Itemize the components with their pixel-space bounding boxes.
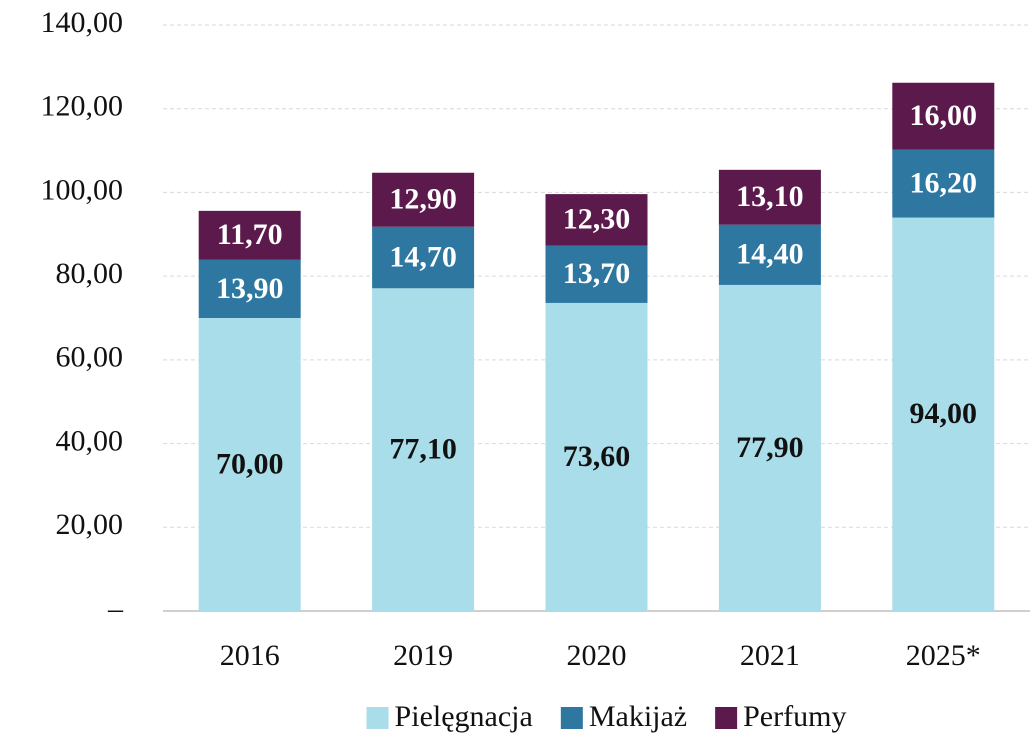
- y-tick-label: 120,00: [41, 90, 124, 123]
- x-tick-label: 2016: [220, 639, 280, 672]
- value-label: 73,60: [563, 440, 631, 473]
- x-tick-label: 2020: [567, 639, 627, 672]
- value-label: 14,40: [736, 238, 804, 271]
- y-tick-label: 140,00: [41, 6, 124, 39]
- legend-swatch: [560, 707, 583, 729]
- bar-segment: [892, 82, 995, 150]
- legend-label: Pielęgnacja: [395, 700, 533, 733]
- value-label: 77,10: [389, 433, 457, 466]
- value-label: 77,90: [736, 431, 804, 464]
- y-tick-label: 20,00: [56, 508, 124, 541]
- y-tick-label: 40,00: [56, 424, 124, 457]
- bar-segment: [372, 288, 475, 611]
- value-label: 11,70: [217, 218, 283, 251]
- legend-swatch: [715, 707, 738, 729]
- x-tick-label: 2021: [740, 639, 800, 672]
- bar-segment: [892, 217, 995, 612]
- bar-segment: [372, 226, 475, 289]
- legend-swatch: [366, 707, 389, 729]
- legend-label: Makijaż: [589, 700, 687, 733]
- legend-label: Perfumy: [743, 700, 846, 733]
- value-label: 16,20: [910, 167, 978, 200]
- value-label: 12,90: [389, 183, 457, 216]
- y-tick-label: 100,00: [41, 173, 124, 206]
- bar-segment: [545, 194, 648, 246]
- x-tick-label: 2025*: [906, 639, 981, 672]
- value-label: 13,10: [736, 180, 804, 213]
- value-label: 13,90: [216, 272, 284, 305]
- y-tick-label: 60,00: [56, 341, 124, 374]
- bar-segment: [198, 318, 301, 611]
- y-tick-label: –: [107, 592, 124, 625]
- bar-segment: [198, 210, 301, 260]
- bar-segment: [545, 245, 648, 303]
- value-label: 12,30: [563, 203, 631, 236]
- y-tick-label: 80,00: [56, 257, 124, 290]
- value-label: 94,00: [910, 397, 978, 430]
- bar-segment: [372, 172, 475, 227]
- bar-segment: [718, 284, 821, 611]
- value-label: 16,00: [910, 99, 978, 132]
- value-label: 70,00: [216, 447, 284, 480]
- bar-segment: [198, 259, 301, 318]
- value-label: 14,70: [389, 240, 457, 273]
- bar-segment: [718, 169, 821, 225]
- x-tick-label: 2019: [393, 639, 453, 672]
- bar-segment: [892, 149, 995, 218]
- value-label: 13,70: [563, 257, 631, 290]
- bar-segment: [718, 224, 821, 285]
- bar-segment: [545, 302, 648, 611]
